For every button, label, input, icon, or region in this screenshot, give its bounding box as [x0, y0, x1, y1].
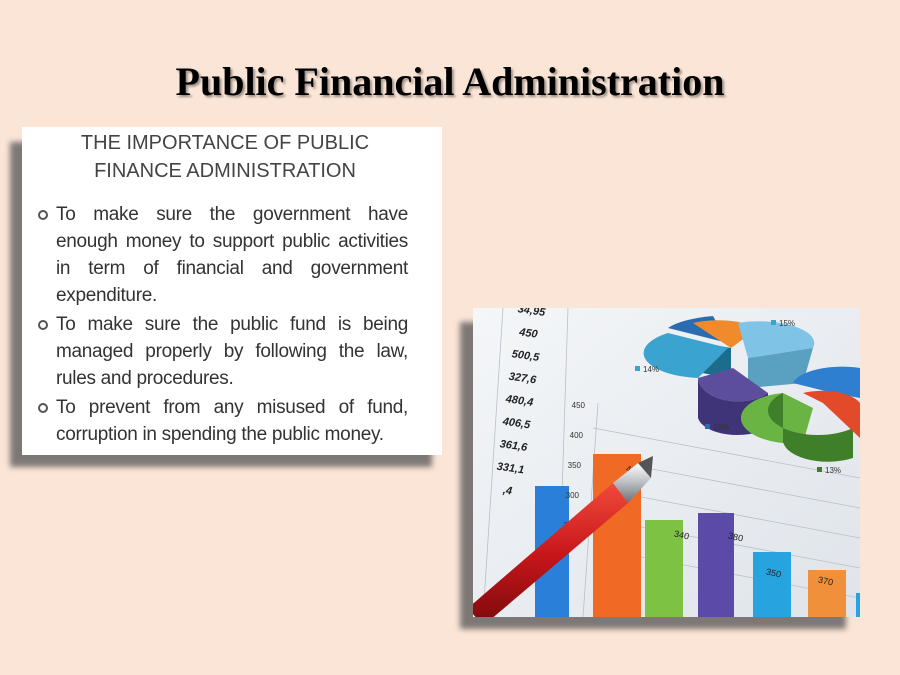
table-value: 406,5 — [501, 416, 532, 432]
axis-tick-label: 400 — [570, 431, 584, 440]
table-value: 327,6 — [508, 371, 538, 387]
legend-swatch — [771, 320, 776, 325]
table-value: ,4 — [501, 484, 513, 497]
bullet-list: To make sure the government have enough … — [38, 201, 408, 448]
bar-label: 380 — [727, 531, 744, 544]
bar-label: 340 — [673, 529, 690, 542]
text-box: THE IMPORTANCE OF PUBLIC FINANCE ADMINIS… — [22, 127, 442, 455]
table-value: 361,6 — [499, 438, 529, 454]
legend-swatch — [705, 424, 710, 429]
pie-label: 13% — [825, 466, 841, 475]
bullet: To make sure the public fund is being ma… — [38, 311, 408, 392]
table-value: 331,1 — [496, 461, 525, 477]
axis-tick-label: 300 — [566, 491, 580, 500]
box-heading: THE IMPORTANCE OF PUBLIC FINANCE ADMINIS… — [80, 132, 370, 182]
bar-label: 370 — [817, 575, 834, 588]
pie-label: 15% — [779, 319, 795, 328]
legend-swatch — [635, 366, 640, 371]
slide-title: Public Financial Administration — [175, 59, 725, 104]
pie — [643, 316, 860, 462]
photo-content: 34,95 450 500,5 327,6 480,4 406,5 361,6 331,1 ,4… — [473, 308, 860, 617]
table-value: 34,95 — [517, 308, 547, 319]
axis-tick-label: 350 — [568, 461, 582, 470]
bullet: To make sure the government have enough … — [38, 201, 408, 309]
axis-tick-label: 450 — [572, 401, 586, 410]
table-value: 450 — [518, 326, 540, 341]
bullet: To prevent from any misused of fund, cor… — [38, 394, 408, 448]
bar-label: 350 — [765, 567, 782, 580]
pie-label: 15% — [713, 423, 729, 432]
table-value: 480,4 — [504, 393, 534, 409]
pen-g — [473, 456, 653, 617]
chart-photo: 34,95 450 500,5 327,6 480,4 406,5 361,6 331,1 ,4… — [473, 308, 860, 617]
legend-swatch — [817, 467, 822, 472]
pie-label: 14% — [643, 365, 659, 374]
table-value: 500,5 — [511, 348, 541, 364]
